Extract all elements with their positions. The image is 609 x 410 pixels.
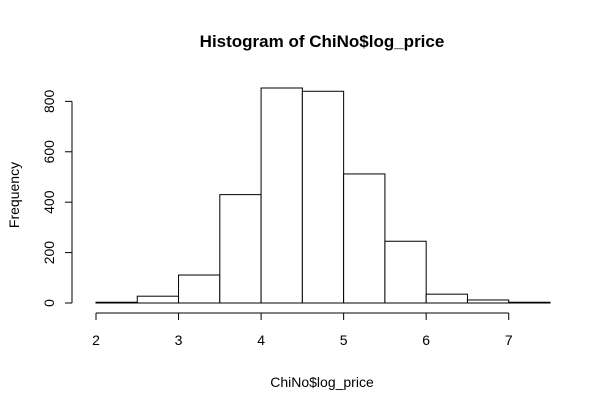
y-tick-label-800: 800 xyxy=(41,89,57,113)
y-tick-label-400: 400 xyxy=(41,190,57,214)
x-axis-label: ChiNo$log_price xyxy=(270,374,374,390)
y-axis-label: Frequency xyxy=(6,162,22,228)
histogram-bar-3 xyxy=(219,194,262,304)
histogram-bar-7 xyxy=(384,240,427,304)
histogram-bar-8 xyxy=(425,293,468,304)
chart-title: Histogram of ChiNo$log_price xyxy=(200,32,445,51)
x-tick-label-3: 3 xyxy=(175,332,183,348)
histogram-bar-4 xyxy=(260,87,303,304)
histogram-bar-10 xyxy=(508,301,551,304)
histogram-bar-1 xyxy=(136,295,180,304)
x-tick-label-7: 7 xyxy=(505,332,513,348)
y-tick-label-600: 600 xyxy=(41,140,57,164)
histogram-bar-5 xyxy=(301,90,345,304)
x-tick-label-5: 5 xyxy=(340,332,348,348)
x-tick-label-2: 2 xyxy=(92,332,100,348)
histogram-bar-6 xyxy=(343,173,386,304)
y-tick-label-0: 0 xyxy=(41,299,57,307)
x-tick-label-4: 4 xyxy=(257,332,265,348)
histogram-bar-9 xyxy=(466,299,510,304)
histogram-bar-0 xyxy=(95,301,138,304)
y-tick-label-200: 200 xyxy=(41,241,57,265)
histogram-bar-2 xyxy=(178,274,221,304)
bars-group xyxy=(95,87,551,304)
x-axis: 2 3 4 5 6 7 xyxy=(92,312,513,348)
x-tick-label-6: 6 xyxy=(422,332,430,348)
y-axis: 0 200 400 600 800 xyxy=(41,89,73,307)
